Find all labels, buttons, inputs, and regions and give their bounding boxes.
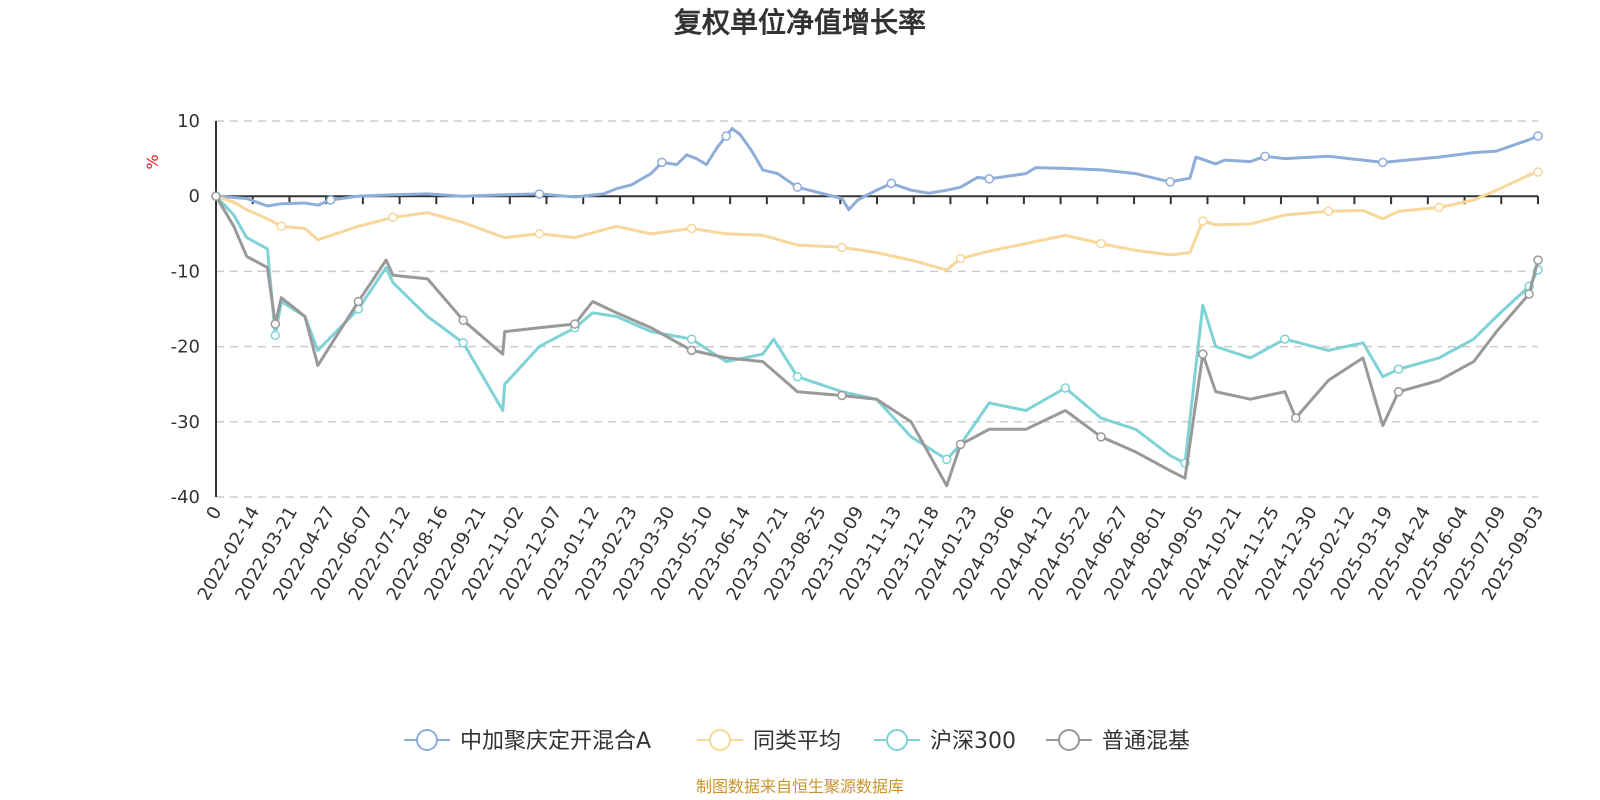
series-marker-3 bbox=[837, 390, 847, 401]
series-marker-2 bbox=[1280, 334, 1290, 344]
legend[interactable]: 中加聚庆定开混合A 同类平均 沪深300 普通混基 bbox=[404, 729, 1190, 754]
y-tick-label: 0 bbox=[189, 186, 200, 207]
source-note: 制图数据来自恒生聚源数据库 bbox=[696, 777, 904, 796]
series-marker-1 bbox=[1533, 167, 1543, 177]
series-marker-3 bbox=[1198, 349, 1208, 359]
series-marker-3 bbox=[211, 191, 221, 201]
series-marker-0 bbox=[1165, 177, 1175, 187]
legend-item-2[interactable]: 沪深300 bbox=[874, 729, 1016, 754]
series-marker-3 bbox=[1533, 255, 1543, 265]
series-line-3 bbox=[214, 195, 1540, 488]
series-marker-1 bbox=[534, 229, 545, 239]
series-marker-3 bbox=[1393, 386, 1404, 397]
series-marker-3 bbox=[686, 345, 697, 356]
series-marker-0 bbox=[1260, 151, 1270, 162]
series-line-2 bbox=[214, 195, 1540, 465]
legend-label: 普通混基 bbox=[1102, 729, 1190, 754]
y-tick-label: -40 bbox=[171, 487, 200, 508]
series-marker-0 bbox=[792, 182, 803, 192]
series-marker-3 bbox=[353, 296, 364, 307]
series-marker-0 bbox=[325, 195, 336, 205]
legend-marker-icon bbox=[709, 729, 731, 751]
series-marker-2 bbox=[270, 330, 281, 341]
series-marker-1 bbox=[388, 212, 398, 223]
series-marker-1 bbox=[1096, 238, 1106, 249]
y-tick-label: -30 bbox=[171, 412, 200, 433]
series-marker-3 bbox=[955, 439, 966, 450]
series-marker-0 bbox=[721, 131, 731, 141]
series-marker-0 bbox=[886, 178, 897, 189]
legend-label: 沪深300 bbox=[930, 729, 1016, 754]
series-marker-0 bbox=[657, 157, 667, 168]
series-marker-1 bbox=[686, 223, 697, 234]
series-marker-0 bbox=[984, 174, 994, 184]
series-marker-2 bbox=[792, 371, 803, 382]
grid bbox=[216, 120, 1538, 498]
series-marker-2 bbox=[686, 334, 697, 344]
series-marker-1 bbox=[837, 242, 847, 253]
legend-marker-icon bbox=[416, 729, 438, 751]
y-axis-unit: % bbox=[143, 154, 162, 169]
legend-item-3[interactable]: 普通混基 bbox=[1046, 729, 1190, 754]
series-layer bbox=[211, 127, 1543, 488]
y-tick-label: 10 bbox=[177, 111, 200, 132]
series-marker-3 bbox=[270, 319, 281, 329]
y-tick-label: -10 bbox=[171, 261, 200, 282]
series-marker-3 bbox=[1096, 432, 1106, 442]
legend-label: 中加聚庆定开混合A bbox=[460, 729, 651, 754]
series-marker-2 bbox=[941, 454, 952, 465]
series-marker-3 bbox=[1524, 289, 1534, 299]
series-marker-2 bbox=[1060, 383, 1071, 393]
series-line-0 bbox=[215, 127, 1539, 212]
series-marker-0 bbox=[534, 189, 545, 199]
series-marker-1 bbox=[276, 221, 287, 232]
x-tick-label: 0 bbox=[202, 503, 226, 523]
axes: 100-10-20-30-4002022-02-142022-03-212022… bbox=[171, 111, 1549, 604]
legend-item-0[interactable]: 中加聚庆定开混合A bbox=[404, 729, 651, 754]
series-marker-1 bbox=[1434, 202, 1444, 213]
y-tick-label: -20 bbox=[171, 337, 200, 358]
legend-item-1[interactable]: 同类平均 bbox=[697, 729, 841, 754]
legend-marker-icon bbox=[1058, 729, 1080, 751]
legend-label: 同类平均 bbox=[753, 729, 841, 754]
series-marker-3 bbox=[1290, 413, 1301, 423]
series-marker-1 bbox=[955, 253, 966, 264]
series-marker-1 bbox=[1323, 206, 1334, 216]
series-marker-2 bbox=[1393, 364, 1404, 374]
series-marker-3 bbox=[458, 315, 468, 326]
series-marker-1 bbox=[1198, 216, 1208, 226]
series-marker-3 bbox=[570, 319, 580, 329]
legend-marker-icon bbox=[886, 729, 908, 751]
series-marker-2 bbox=[458, 338, 468, 348]
series-line-1 bbox=[215, 170, 1539, 272]
series-marker-0 bbox=[1533, 131, 1543, 141]
chart-title: 复权单位净值增长率 bbox=[674, 6, 926, 39]
series-marker-0 bbox=[1378, 157, 1388, 168]
